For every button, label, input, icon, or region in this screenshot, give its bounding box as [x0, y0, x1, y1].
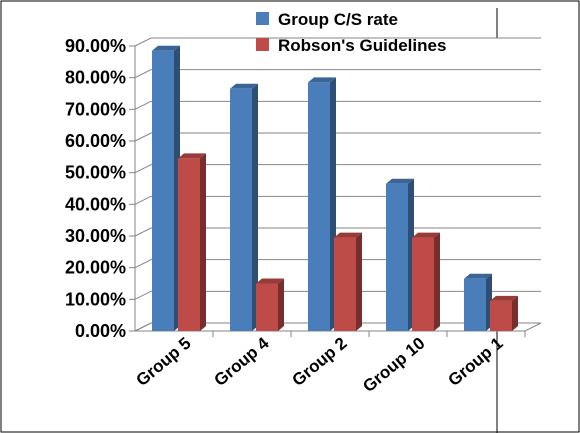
bar-group-c-s-rate-group-10 [386, 178, 414, 331]
bar-front [386, 183, 408, 331]
bar-top [464, 273, 492, 279]
bar-robson-s-guidelines-group-2 [334, 232, 362, 331]
bar-front [230, 88, 252, 331]
legend-item: Group C/S rate [256, 10, 398, 29]
bar-side [200, 153, 206, 331]
bar-top [230, 83, 258, 89]
bars [152, 45, 518, 332]
y-tick-label: 10.00% [65, 289, 126, 309]
bar-group-c-s-rate-group-2 [308, 77, 336, 332]
bar-front [464, 278, 486, 331]
y-tick-label: 0.00% [75, 321, 126, 341]
y-tick-label: 60.00% [65, 131, 126, 151]
bar-top [412, 232, 440, 238]
bar-group-c-s-rate-group-5 [152, 45, 180, 331]
legend-swatch [256, 38, 269, 51]
y-tick-label: 20.00% [65, 258, 126, 278]
bar-front [152, 50, 174, 331]
gridline [134, 164, 541, 174]
bar-robson-s-guidelines-group-10 [412, 232, 440, 331]
bar-front [308, 82, 330, 332]
bar-top [178, 153, 206, 159]
bar-group-c-s-rate-group-4 [230, 83, 258, 331]
gridline [134, 100, 541, 110]
gridline [134, 69, 541, 79]
y-tick-label: 40.00% [65, 194, 126, 214]
legend-label: Robson's Guidelines [278, 36, 446, 55]
gridline [134, 37, 541, 47]
legend: Group C/S rate Robson's Guidelines [256, 10, 446, 55]
bar-front [490, 300, 512, 331]
bar-top [256, 278, 284, 284]
legend-label: Group C/S rate [278, 10, 398, 29]
bar-front [412, 237, 434, 331]
bar-side [278, 278, 284, 331]
bar-top [334, 232, 362, 238]
bar-front [256, 283, 278, 331]
bar-group-c-s-rate-group-1 [464, 273, 492, 331]
bar-robson-s-guidelines-group-4 [256, 278, 284, 331]
y-tick-label: 50.00% [65, 163, 126, 183]
bar-front [334, 237, 356, 331]
bar-top [152, 45, 180, 51]
bar-side [252, 83, 258, 331]
bar-side [434, 232, 440, 331]
bar-robson-s-guidelines-group-5 [178, 153, 206, 331]
gridline [134, 132, 541, 142]
legend-swatch [256, 12, 269, 25]
y-tick-label: 80.00% [65, 68, 126, 88]
bar-robson-s-guidelines-group-1 [490, 295, 518, 331]
bar-top [490, 295, 518, 301]
bar-top [308, 77, 336, 83]
bar-front [178, 158, 200, 331]
legend-item: Robson's Guidelines [256, 36, 446, 55]
bar-side [512, 295, 518, 331]
y-tick-label: 30.00% [65, 226, 126, 246]
bar-top [386, 178, 414, 184]
bar-side [356, 232, 362, 331]
y-tick-label: 70.00% [65, 99, 126, 119]
y-axis-tick-labels: 0.00% 10.00% 20.00% 30.00% 40.00% 50.00% 60.00… [65, 36, 126, 341]
y-tick-label: 90.00% [65, 36, 126, 56]
